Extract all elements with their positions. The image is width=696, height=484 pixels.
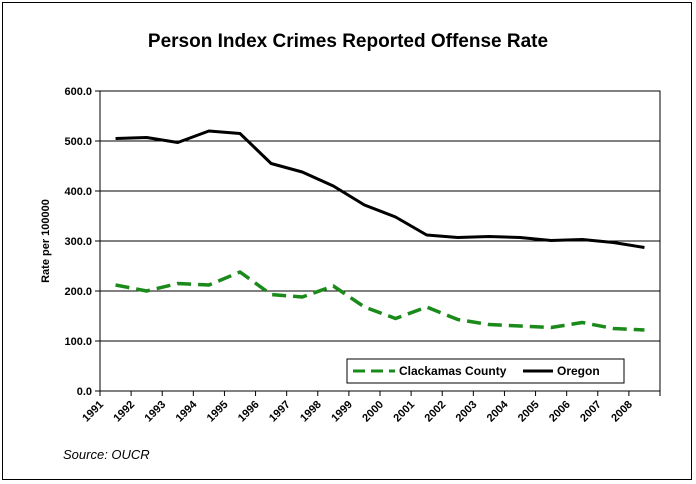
x-axis: 1991 1992 1993 1994 1995 1996 1997 1998 1999 2000… bbox=[80, 391, 661, 425]
y-tick-label: 0.0 bbox=[77, 386, 92, 398]
y-tick-label: 300.0 bbox=[64, 236, 92, 248]
line-chart: Person Index Crimes Reported Offense Rat… bbox=[40, 31, 661, 462]
x-tick-label: 2000 bbox=[360, 399, 386, 425]
y-tick-label: 600.0 bbox=[64, 86, 92, 98]
chart-title: Person Index Crimes Reported Offense Rat… bbox=[148, 31, 548, 52]
y-tick-label: 100.0 bbox=[64, 336, 92, 348]
x-tick-label: 1993 bbox=[143, 399, 169, 425]
x-tick-label: 2007 bbox=[578, 399, 604, 425]
x-tick-label: 2001 bbox=[391, 399, 417, 425]
x-tick-label: 1996 bbox=[236, 399, 262, 425]
x-tick-label: 2005 bbox=[516, 399, 542, 425]
x-tick-label: 1997 bbox=[267, 399, 293, 425]
y-tick-label: 200.0 bbox=[64, 286, 92, 298]
y-tick-label: 400.0 bbox=[64, 186, 92, 198]
x-tick-label: 2008 bbox=[609, 399, 635, 425]
series-line-clackamas-county bbox=[115, 270, 645, 332]
x-tick-label: 1994 bbox=[174, 398, 200, 424]
legend: Clackamas County Oregon bbox=[346, 358, 625, 384]
x-tick-label: 1991 bbox=[80, 399, 106, 425]
y-axis: 0.0 100.0 200.0 300.0 400.0 500.0 600.0 bbox=[64, 86, 100, 398]
source-note: Source: OUCR bbox=[63, 447, 150, 462]
y-tick-label: 500.0 bbox=[64, 136, 92, 148]
x-tick-label: 1999 bbox=[329, 399, 355, 425]
x-tick-label: 2003 bbox=[454, 399, 480, 425]
x-tick-label: 1998 bbox=[298, 399, 324, 425]
series-line-oregon bbox=[115, 129, 645, 249]
legend-label: Clackamas County bbox=[399, 364, 507, 378]
x-tick-label: 2006 bbox=[547, 399, 573, 425]
chart-frame: Person Index Crimes Reported Offense Rat… bbox=[2, 2, 692, 480]
series-lines bbox=[115, 129, 645, 332]
y-axis-label: Rate per 100000 bbox=[40, 199, 52, 283]
x-tick-label: 2004 bbox=[485, 398, 511, 424]
x-tick-label: 1995 bbox=[205, 399, 231, 425]
x-tick-label: 1992 bbox=[111, 399, 137, 425]
legend-label: Oregon bbox=[557, 364, 600, 378]
x-tick-label: 2002 bbox=[423, 399, 449, 425]
